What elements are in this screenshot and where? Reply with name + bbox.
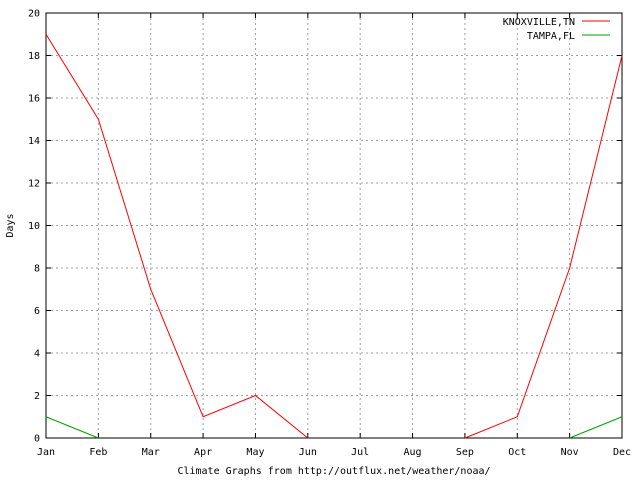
legend: KNOXVILLE,TN TAMPA,FL (503, 17, 610, 42)
x-tick-label: Aug (404, 447, 422, 458)
x-tick-label: Jun (299, 447, 317, 458)
axis-ticks (45, 12, 623, 439)
series-line-2 (569, 416, 623, 439)
legend-label: KNOXVILLE,TN (503, 17, 575, 28)
y-tick-label: 6 (34, 306, 40, 317)
y-tick-label: 18 (28, 51, 40, 62)
y-tick-label: 14 (28, 136, 40, 147)
series-line-2 (45, 416, 99, 439)
y-tick-label: 10 (28, 221, 40, 232)
x-tick-label: Oct (508, 447, 526, 458)
x-tick-label: Jul (351, 447, 369, 458)
series-line-1 (464, 55, 623, 439)
y-tick-label: 20 (28, 9, 40, 20)
x-tick-label: Nov (561, 447, 579, 458)
legend-label: TAMPA,FL (527, 31, 575, 42)
x-tick-label: Dec (613, 447, 631, 458)
x-tick-label: Apr (194, 447, 212, 458)
x-tick-label: Mar (142, 447, 160, 458)
y-tick-label: 12 (28, 179, 40, 190)
x-tick-label: Jan (37, 447, 55, 458)
x-axis-tick-labels: Jan Feb Mar Apr May Jun Jul Aug Sep Oct Nov Dec (37, 447, 631, 458)
y-axis-tick-labels: 0 2 4 6 8 10 12 14 16 18 20 (28, 9, 40, 445)
y-tick-label: 2 (34, 391, 40, 402)
y-tick-label: 16 (28, 94, 40, 105)
x-tick-label: May (246, 447, 264, 458)
series-lines (45, 33, 623, 439)
series-line-1 (45, 33, 309, 439)
y-axis-label: Days (5, 213, 16, 237)
x-tick-label: Sep (456, 447, 474, 458)
x-axis-label: Climate Graphs from http://outflux.net/w… (177, 466, 490, 477)
y-tick-label: 8 (34, 264, 40, 275)
y-tick-label: 0 (34, 434, 40, 445)
grid-lines (46, 13, 622, 438)
x-tick-label: Feb (89, 447, 107, 458)
y-tick-label: 4 (34, 349, 40, 360)
